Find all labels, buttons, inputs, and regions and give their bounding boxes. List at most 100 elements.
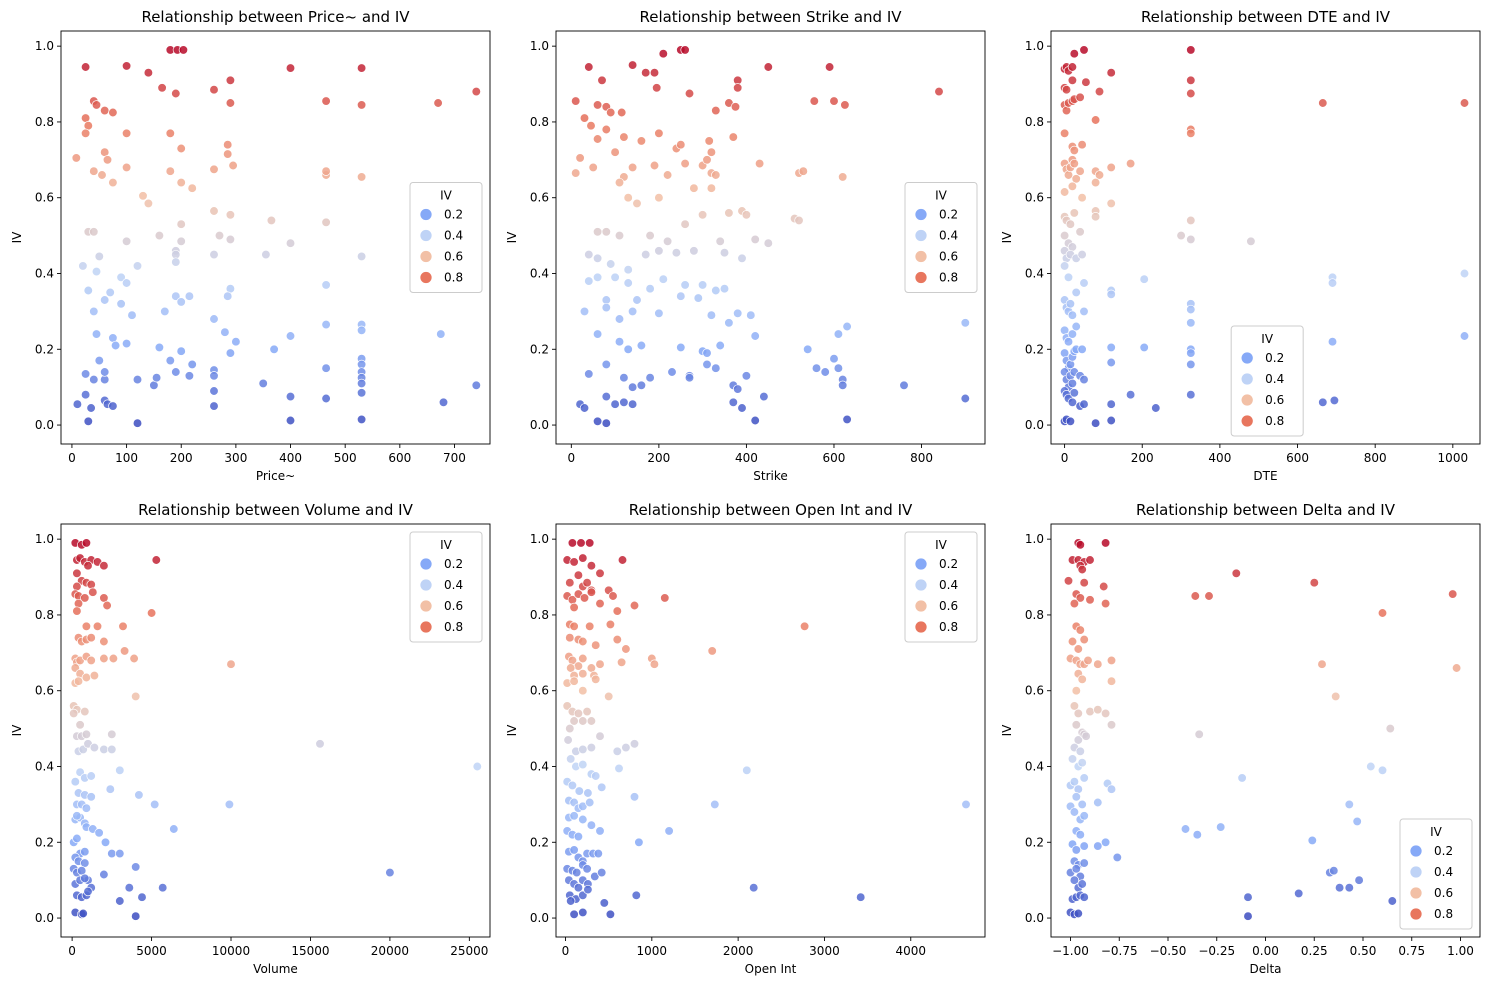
scatter-point [667,367,677,377]
scatter-point [584,369,594,379]
y-tick-label: 1.0 [1025,532,1044,546]
scatter-point [641,249,651,260]
scatter-point [321,393,331,404]
legend-marker [914,208,928,221]
scatter-point [1094,86,1105,97]
scatter-point [1106,676,1117,686]
legend-marker [1409,844,1423,858]
scatter-point [1125,390,1136,400]
scatter-point [356,388,367,398]
scatter-point [610,272,620,282]
scatter-point [1075,540,1085,550]
scatter-point [1079,634,1089,645]
scatter-point [94,251,104,262]
scatter-point [80,706,90,717]
chart-title: Relationship between Strike and IV [639,8,902,26]
scatter-point [724,208,734,218]
scatter-point [623,278,633,288]
scatter-point [1385,723,1395,734]
scatter-point [1352,816,1362,827]
panel-5: Relationship between Open Int and IV 0 100… [505,501,986,976]
scatter-point [1344,799,1354,810]
scatter-point [160,306,170,317]
scatter-point [1243,911,1253,921]
scatter-point [1073,784,1083,794]
scatter-point [838,172,848,182]
scatter-point [1318,397,1328,407]
scatter-point [1216,822,1226,832]
scatter-point [1186,128,1196,138]
scatter-point [176,346,186,356]
scatter-point [165,128,175,138]
scatter-point [209,206,219,216]
scatter-point [715,236,725,246]
legend-label: 0.8 [1265,414,1284,428]
scatter-point [583,884,593,895]
scatter-point [1090,177,1101,188]
scatter-point [1075,92,1085,102]
scatter-point [627,382,638,392]
scatter-points [1059,45,1470,428]
scatter-point [1073,735,1083,745]
scatter-point [1186,215,1196,226]
scatter-point [285,391,296,402]
scatter-point [719,284,730,294]
scatter-point [1186,390,1196,400]
scatter-point [1106,415,1116,426]
scatter-point [321,319,331,330]
scatter-point [99,869,109,880]
scatter-point [614,314,625,324]
scatter-point [80,62,91,72]
scatter-point [356,172,367,182]
scatter-point [960,318,970,328]
scatter-point [115,765,125,775]
scatter-point [89,306,99,317]
scatter-point [621,742,631,753]
scatter-point [704,136,714,146]
legend-title: IV [440,189,453,203]
scatter-point [1106,784,1117,794]
scatter-point [1231,568,1241,578]
scatter-point [623,193,633,203]
scatter-point [1317,659,1327,669]
legend-label: 0.6 [444,250,463,264]
scatter-point [702,155,712,165]
scatter-point [1366,761,1376,772]
scatter-point [83,561,93,571]
y-tick-label: 0.2 [530,835,549,849]
scatter-point [856,892,866,902]
y-axis-label: IV [505,231,519,244]
scatter-point [660,593,670,603]
y-tick-label: 0.4 [530,759,549,773]
scatter-point [754,158,765,169]
scatter-point [569,845,579,855]
scatter-point [636,136,647,146]
scatter-point [321,363,331,373]
scatter-point [1065,416,1076,426]
scatter-point [83,285,93,296]
x-axis-label: Open Int [745,962,797,976]
scatter-point [83,886,93,897]
x-tick-label: 1000 [637,944,668,958]
scatter-point [121,162,132,173]
scatter-point [356,100,367,110]
scatter-point [89,166,99,176]
legend-marker [914,229,928,242]
legend-marker [419,208,433,221]
scatter-point [1063,272,1074,282]
scatter-point [1077,249,1087,260]
scatter-point [102,600,112,611]
x-tick-label: 1.00 [1447,944,1474,958]
chart-title: Relationship between Volume and IV [138,501,413,519]
x-tick-label: 600 [823,451,846,465]
scatter-point [641,68,651,78]
scatter-point [578,669,588,679]
x-tick-label: 400 [735,451,758,465]
x-tick-label: 200 [170,451,193,465]
scatter-point [601,359,611,370]
scatter-point [569,602,579,613]
scatter-point [733,83,743,93]
scatter-point [72,581,82,592]
legend: IV 0.2 0.4 0.6 0.8 [904,182,978,293]
scatter-point [833,329,844,339]
